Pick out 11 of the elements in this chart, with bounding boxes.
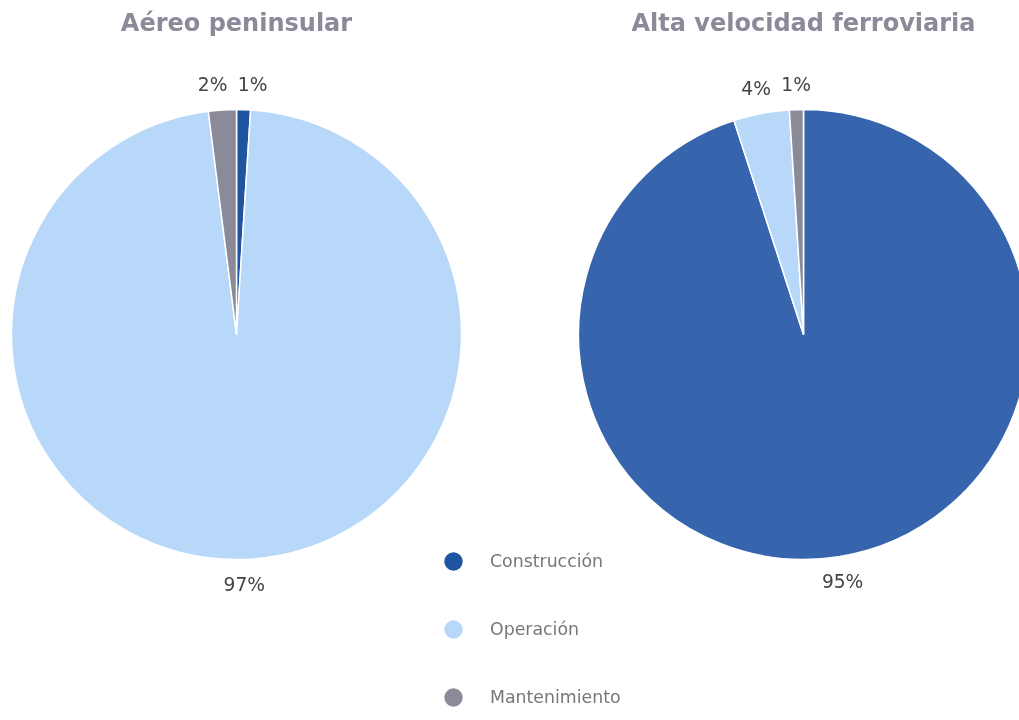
data-label: 95%	[821, 570, 864, 592]
legend-label: Construcción	[490, 551, 604, 571]
data-label: 97%	[223, 573, 266, 595]
chart-title: Aéreo peninsular	[120, 8, 353, 37]
legend-label: Operación	[490, 619, 579, 639]
data-label: 1%	[237, 74, 268, 96]
chart-title: Alta velocidad ferroviaria	[631, 8, 976, 37]
legend-label: Mantenimiento	[490, 687, 621, 707]
data-label: 1%	[781, 74, 811, 96]
data-label: 2%	[197, 74, 228, 96]
data-label: 4%	[741, 78, 771, 100]
